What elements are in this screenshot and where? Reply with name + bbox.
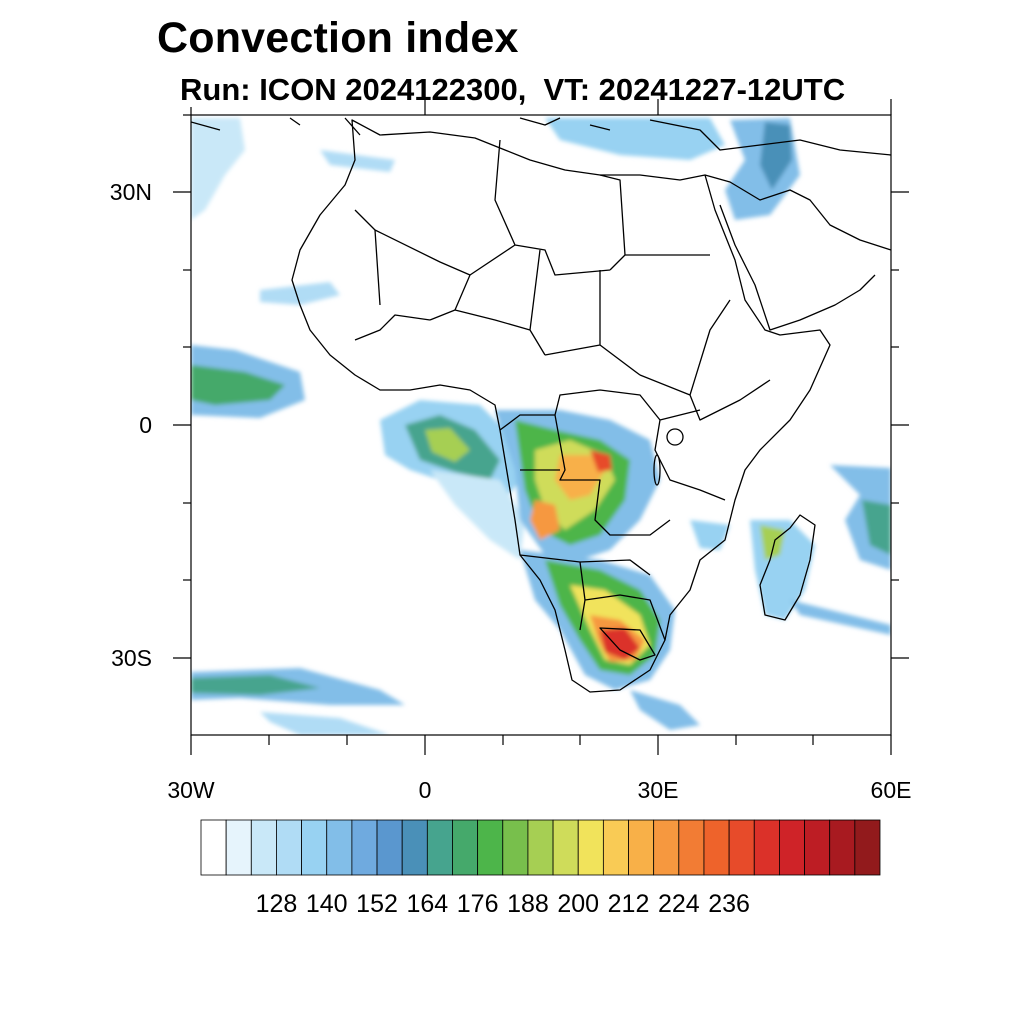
colorbar-box <box>276 819 302 876</box>
lat-labels: 30N 0 30S <box>110 179 152 671</box>
field-indian-core <box>862 500 891 555</box>
borders <box>354 139 771 661</box>
map-subtitle: Run: ICON 2024122300, VT: 20241227-12UTC <box>180 72 846 107</box>
lon-label-0: 0 <box>419 777 432 803</box>
lat-label-30s: 30S <box>111 645 152 671</box>
colorbar-box <box>527 819 554 876</box>
colorbar-box <box>728 819 755 876</box>
field-atlantic-west-core <box>191 365 285 405</box>
colorbar-label: 164 <box>406 890 448 918</box>
colorbar-box <box>452 819 479 876</box>
lat-label-30n: 30N <box>110 179 152 205</box>
coastlines <box>191 117 891 693</box>
colorbar-box <box>351 819 378 876</box>
colorbar-box <box>577 819 604 876</box>
lake-tanganyika <box>653 454 661 486</box>
colorbar-box <box>200 819 227 876</box>
field-sw-band-core <box>191 675 320 695</box>
field-southern-red <box>600 628 640 660</box>
colorbar-box <box>552 819 579 876</box>
lon-label-60e: 60E <box>871 777 912 803</box>
arabia-coastline <box>704 174 891 331</box>
colorbar-box <box>753 819 780 876</box>
colorbar-box <box>426 819 453 876</box>
colorbar-box <box>854 819 881 876</box>
field-central-orange <box>555 455 605 500</box>
colorbar-label: 128 <box>256 890 298 918</box>
field-west-coast <box>260 282 340 305</box>
lon-label-30e: 30E <box>638 777 679 803</box>
field-central-red <box>590 450 612 472</box>
colorbar-box <box>703 819 730 876</box>
colorbar-label: 140 <box>306 890 348 918</box>
lon-labels: 30W 0 30E 60E <box>167 777 911 803</box>
field-gulf-guinea-hot <box>425 428 470 462</box>
lake-victoria <box>666 428 684 446</box>
colorbar-box <box>401 819 428 876</box>
field-east-coast <box>690 520 730 550</box>
field-se-band <box>790 600 891 635</box>
colorbar-box <box>250 819 277 876</box>
colorbar-box <box>225 819 252 876</box>
colorbar-label: 212 <box>608 890 650 918</box>
colorbar-box <box>301 819 328 876</box>
field-levant-core <box>760 122 792 190</box>
colorbar-box <box>779 819 805 876</box>
lon-label-30w: 30W <box>167 777 215 803</box>
colorbar-box <box>602 819 629 876</box>
field-sahara-streak <box>320 150 395 172</box>
colorbar-box <box>326 819 353 876</box>
field-madagascar-core <box>760 525 785 560</box>
tick-marks <box>173 99 909 755</box>
field-mediterranean <box>545 118 725 160</box>
colorbar-label: 236 <box>708 890 750 918</box>
colorbar-box <box>829 819 856 876</box>
field-angola-streak <box>430 470 525 560</box>
field-nw-corner <box>191 118 245 220</box>
colorbar-box <box>678 819 705 876</box>
lat-label-0: 0 <box>139 412 152 438</box>
colorbar-box <box>653 819 680 876</box>
colorbar-box <box>477 819 504 876</box>
convection-field <box>191 118 891 735</box>
field-south-cape <box>630 690 700 730</box>
map-title: Convection index <box>157 14 519 62</box>
colorbar-box <box>376 819 403 876</box>
field-angola-orange <box>530 500 560 540</box>
colorbar-labels: 128 140 152 164 176 188 200 212 224 236 <box>256 890 750 918</box>
colorbar-box <box>502 819 529 876</box>
europe-coastline <box>191 117 891 156</box>
colorbar-box <box>628 819 655 876</box>
colorbar-label: 188 <box>507 890 549 918</box>
madagascar-coastline <box>759 514 816 621</box>
colorbar-label: 224 <box>658 890 700 918</box>
colorbar <box>200 819 881 876</box>
colorbar-label: 152 <box>356 890 398 918</box>
colorbar-label: 200 <box>557 890 599 918</box>
colorbar-label: 176 <box>457 890 499 918</box>
colorbar-box <box>804 819 831 876</box>
field-sw-band-low <box>260 712 390 735</box>
